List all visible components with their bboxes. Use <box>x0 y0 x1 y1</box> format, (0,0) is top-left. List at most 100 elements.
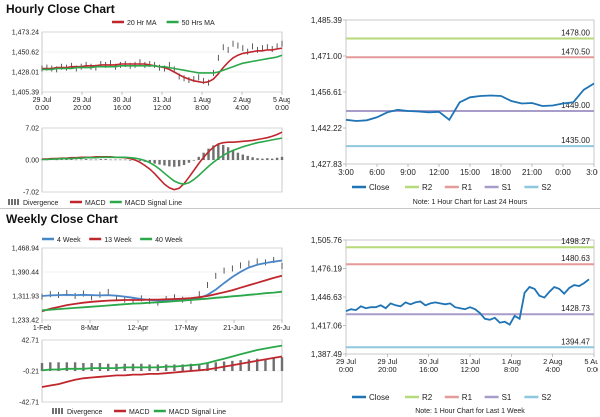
legend-label: MACD Signal Line <box>125 200 182 207</box>
pivot-label-s1: 1428.73 <box>561 304 590 313</box>
weekly-price-chart: 4 Week 13 Week 40 Week 1,468.94 1,390.44 1,31… <box>12 237 290 332</box>
legend-label: Close <box>369 183 390 192</box>
divergence-bar <box>198 363 201 371</box>
divergence-bar <box>73 362 77 371</box>
x-tick-label: 21:00 <box>522 168 543 177</box>
divergence-bar <box>119 159 122 161</box>
x-tick-label: 0:00 <box>35 105 49 112</box>
divergence-bar <box>84 159 88 160</box>
divergence-bar <box>246 155 249 160</box>
x-tick-label: 16:00 <box>419 365 438 374</box>
series-line-close <box>345 278 590 326</box>
y-tick-label: 1,233.42 <box>12 318 39 325</box>
divergence-bar <box>138 160 142 161</box>
divergence-bar <box>275 157 279 160</box>
pivot-label-s1: 1449.00 <box>561 101 590 110</box>
divergence-bar <box>181 364 184 371</box>
y-tick-label: 1,505.76 <box>311 236 343 245</box>
divergence-bar <box>214 362 217 371</box>
divergence-bar <box>128 160 132 161</box>
series-line-macd-signal-line <box>42 137 283 186</box>
x-tick-label: 8-Mar <box>81 325 100 332</box>
weekly-section-title: Weekly Close Chart <box>6 212 118 226</box>
legend-label: R1 <box>462 393 473 402</box>
divergence-bar <box>65 159 68 160</box>
x-tick-label: 9:00 <box>400 168 416 177</box>
x-tick-label: 17-May <box>174 325 198 332</box>
series-line-4-week <box>41 259 283 302</box>
divergence-bar <box>231 149 235 160</box>
legend-swatch <box>8 199 10 205</box>
x-tick-label: 3:00 <box>586 168 598 177</box>
x-tick-label: 31 Jul <box>460 357 480 366</box>
legend-label: 50 Hrs MA <box>182 20 215 27</box>
divergence-bar <box>173 364 176 371</box>
pivot-label-s2: 1435.00 <box>561 136 590 145</box>
series-line-macd <box>41 344 283 372</box>
divergence-bar <box>89 159 93 161</box>
y-tick-label: 1,417.06 <box>311 322 343 331</box>
legend-label: Divergence <box>67 409 103 416</box>
divergence-bar <box>192 160 196 161</box>
plot-area <box>345 239 595 355</box>
y-tick-label: 1,450.62 <box>12 50 39 57</box>
legend-label: 13 Week <box>104 237 132 244</box>
x-tick-label: 3:00 <box>338 168 354 177</box>
divergence-bar <box>153 160 156 164</box>
chart-note: Note: 1 Hour Chart for Last 24 Hours <box>413 199 528 206</box>
hourly-macd-chart: Divergence MACD MACD Signal Line 7.02 0.00 -7… <box>8 126 284 207</box>
x-tick-label: 5 Aug <box>584 357 598 366</box>
divergence-bar <box>40 363 44 371</box>
divergence-bar <box>207 148 210 160</box>
y-tick-label: -7.02 <box>23 190 39 197</box>
x-tick-label: 15:00 <box>460 168 481 177</box>
x-tick-label: 5 Aug <box>273 97 290 104</box>
x-tick-label: 20:00 <box>73 105 91 112</box>
divergence-bar <box>65 362 69 371</box>
x-tick-label: 1 Aug <box>502 357 521 366</box>
y-tick-label: 1,428.01 <box>12 70 39 77</box>
legend-label: R1 <box>462 183 473 192</box>
chart-note: Note: 1 Hour Chart for Last 1 Week <box>415 408 525 415</box>
legend-swatch <box>55 408 57 414</box>
y-tick-label: 7.02 <box>25 126 39 133</box>
x-tick-label: 1 Aug <box>193 97 211 104</box>
divergence-bar <box>264 358 267 371</box>
divergence-bar <box>75 159 78 161</box>
divergence-bar <box>173 160 176 167</box>
legend-label: 20 Hr MA <box>127 20 157 27</box>
legend-label: 4 Week <box>57 237 81 244</box>
y-tick-label: 1,390.44 <box>12 270 39 277</box>
x-tick-label: 4:00 <box>235 105 249 112</box>
legend-swatch <box>11 199 13 205</box>
x-tick-label: 1-Feb <box>33 325 51 332</box>
x-tick-label: 0:00 <box>555 168 571 177</box>
divergence-bar <box>271 158 274 160</box>
legend-label: MACD <box>129 409 150 416</box>
plot-area <box>345 19 595 165</box>
series-line-macd-signal-line <box>41 355 283 388</box>
plot-area <box>41 247 283 321</box>
legend-label: R2 <box>422 393 433 402</box>
divergence-bar <box>189 363 193 371</box>
x-tick-label: 2 Aug <box>543 357 562 366</box>
y-tick-label: 1,405.39 <box>12 90 39 97</box>
divergence-bar <box>109 159 112 161</box>
divergence-bar <box>164 364 168 371</box>
series-line-macd <box>42 131 283 191</box>
x-tick-label: 4:00 <box>545 365 560 374</box>
divergence-bar <box>280 357 284 371</box>
divergence-bar <box>197 156 200 160</box>
divergence-bar <box>222 144 225 160</box>
y-tick-label: 1,471.00 <box>311 52 343 61</box>
divergence-bar <box>79 159 83 161</box>
x-tick-label: 21-Jun <box>223 325 245 332</box>
divergence-bar <box>266 158 269 160</box>
divergence-bar <box>280 156 284 160</box>
legend-swatch <box>58 408 60 414</box>
x-tick-label: 30 Jul <box>419 357 439 366</box>
divergence-bar <box>187 160 191 163</box>
divergence-bar <box>104 159 107 160</box>
pivot-label-r2: 1478.00 <box>561 28 590 37</box>
plot-area <box>41 31 283 93</box>
